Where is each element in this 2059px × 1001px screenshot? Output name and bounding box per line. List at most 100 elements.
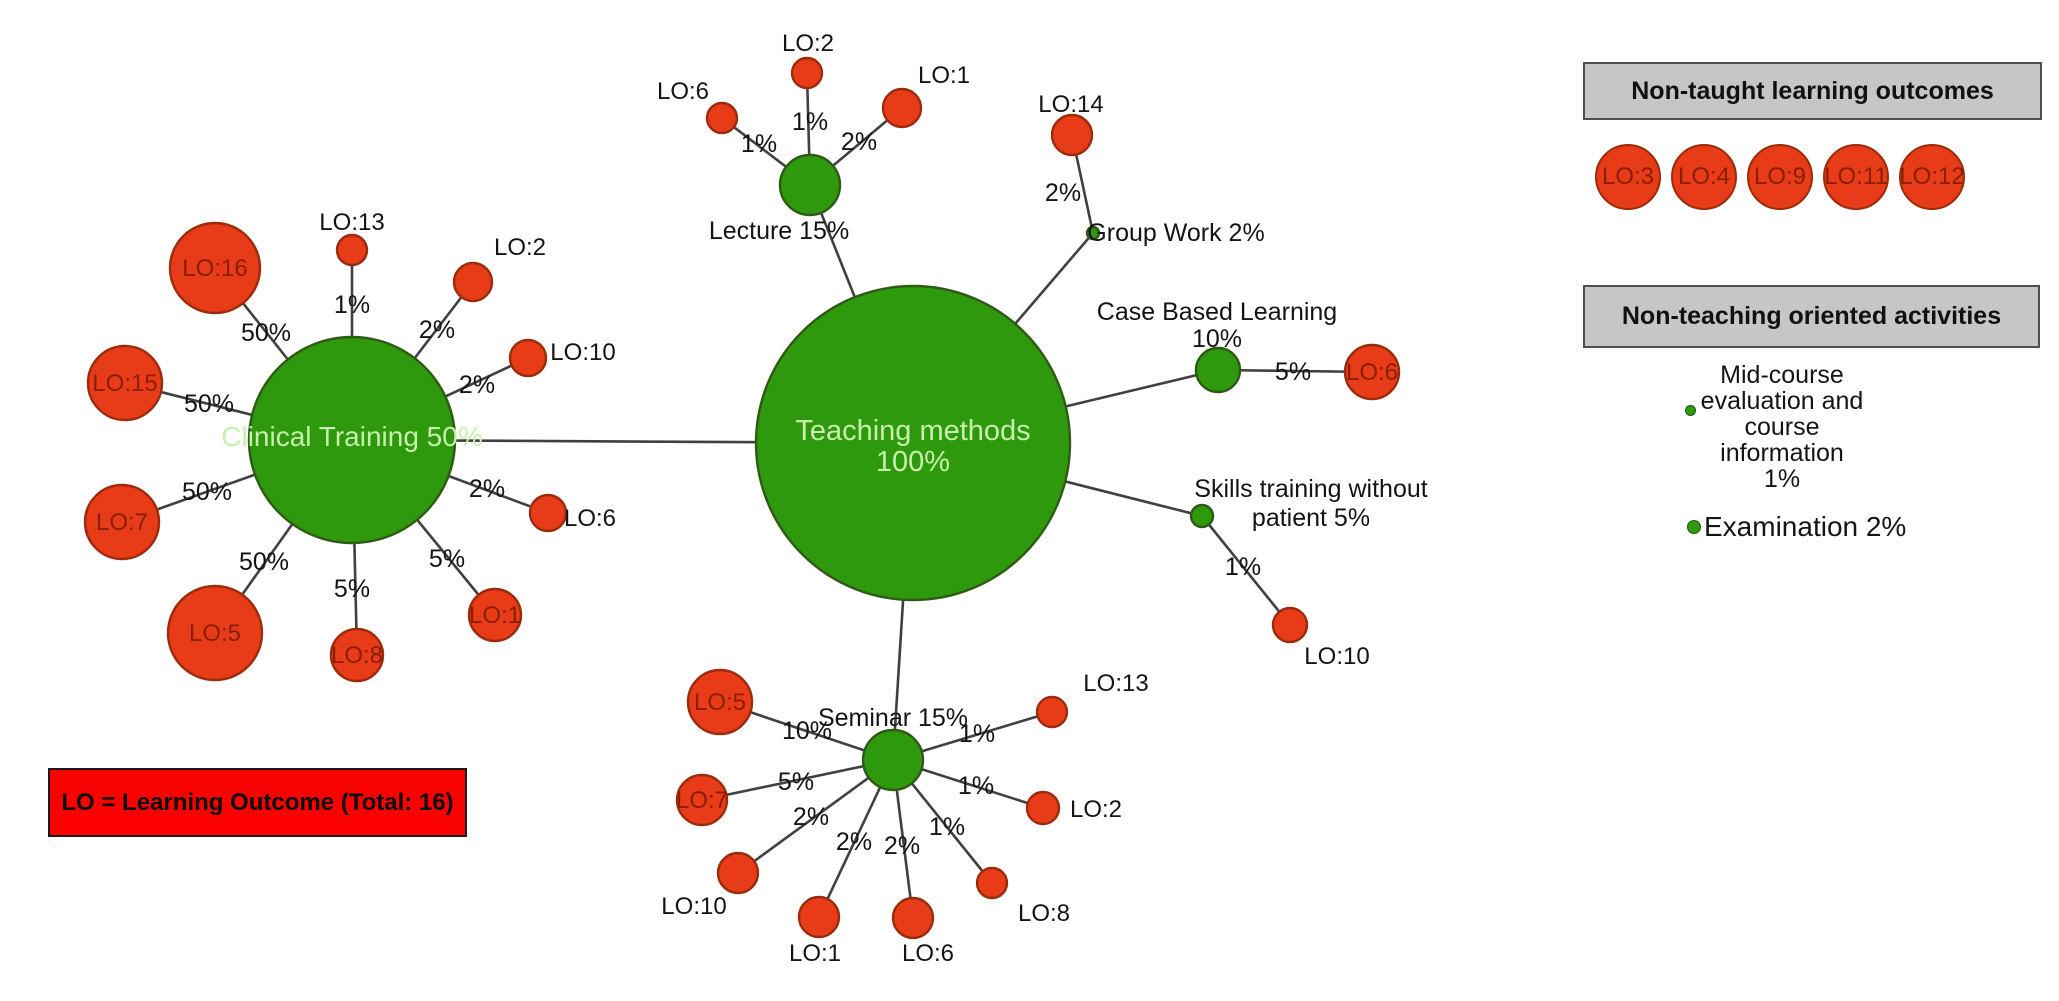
- label-teaching: Teaching methods 100%: [795, 415, 1030, 478]
- edge-label: 50%: [184, 390, 234, 418]
- label-sem-lo2: LO:2: [1070, 796, 1122, 823]
- edge-label: 50%: [241, 319, 291, 347]
- label-line: LO:8: [331, 642, 383, 669]
- node-lo14: [1050, 113, 1094, 157]
- label-cl-lo5: LO:5: [189, 620, 241, 647]
- node-cl-lo6: [528, 493, 568, 533]
- nodes-layer: [83, 56, 1401, 940]
- edge-label: 50%: [239, 548, 289, 576]
- non-taught-header: Non-taught learning outcomes: [1583, 62, 2042, 120]
- label-line: LO:6: [564, 505, 616, 532]
- label-line: LO:2: [782, 30, 834, 57]
- label-line: LO:1: [469, 602, 521, 629]
- label-line: LO:2: [494, 234, 546, 261]
- label-skills: Skills training without patient 5%: [1194, 475, 1427, 532]
- edge-label: 1%: [929, 813, 965, 841]
- node-sem-lo8: [975, 866, 1009, 900]
- label-lec-lo6: LO:6: [657, 78, 709, 105]
- edge-label: 1%: [958, 772, 994, 800]
- label-cl-lo10: LO:10: [550, 339, 615, 366]
- node-sem-lo2: [1025, 790, 1061, 826]
- midcourse-line: Mid-course: [1720, 361, 1844, 389]
- edge-label: 2%: [841, 128, 877, 156]
- midcourse-line: evaluation and: [1700, 387, 1864, 415]
- examination-label: Examination 2%: [1704, 511, 1907, 542]
- label-line: Seminar 15%: [818, 704, 968, 732]
- non-teaching-header: Non-teaching oriented activities: [1583, 285, 2040, 348]
- node-cl-lo16: [168, 221, 262, 315]
- node-cl-lo1: [467, 587, 523, 643]
- edge-label: 1%: [741, 130, 777, 158]
- label-line: LO:6: [902, 940, 954, 967]
- edge-label: 2%: [793, 803, 829, 831]
- label-cl-lo1: LO:1: [469, 602, 521, 629]
- node-sem-lo5: [686, 668, 754, 736]
- edge-label: 1%: [1225, 553, 1261, 581]
- node-seminar: [861, 728, 925, 792]
- label-line: LO:10: [550, 339, 615, 366]
- label-line: LO:13: [1083, 670, 1148, 697]
- edge-label: 1%: [792, 108, 828, 136]
- edge-label: 1%: [334, 291, 370, 319]
- edge-label: 2%: [884, 832, 920, 860]
- label-line: LO:10: [1304, 643, 1369, 670]
- edge-label: 5%: [778, 768, 814, 796]
- node-sk-lo10: [1271, 606, 1309, 644]
- label-cl-lo15: LO:15: [92, 370, 157, 397]
- label-lecture: Lecture 15%: [709, 217, 849, 245]
- label-cbl-lo6: LO:6: [1346, 359, 1398, 386]
- label-groupwork: Group Work 2%: [1087, 219, 1264, 247]
- label-sem-lo7: LO:7: [676, 787, 728, 814]
- node-sem-lo1: [797, 895, 841, 939]
- label-line: LO:13: [319, 209, 384, 236]
- label-clinical: Clinical Training 50%: [221, 421, 482, 452]
- node-sem-lo10: [716, 851, 760, 895]
- non-taught-lo-circle: LO:12: [1899, 144, 1965, 210]
- legend-box: LO = Learning Outcome (Total: 16): [48, 768, 467, 837]
- non-taught-lo-circle: LO:9: [1747, 144, 1813, 210]
- label-cbl: Case Based Learning 10%: [1097, 298, 1337, 353]
- node-lecture: [778, 153, 842, 217]
- label-seminar: Seminar 15%: [818, 704, 968, 732]
- node-cbl: [1194, 346, 1242, 394]
- label-line: Case Based Learning: [1097, 298, 1337, 326]
- legend-label: LO = Learning Outcome (Total: 16): [61, 788, 454, 816]
- edge-label: 10%: [782, 717, 832, 745]
- non-taught-header-label: Non-taught learning outcomes: [1631, 76, 1994, 105]
- node-cl-lo15: [86, 344, 164, 422]
- node-cbl-lo6: [1343, 343, 1401, 401]
- node-cl-lo7: [83, 483, 161, 561]
- label-sem-lo5: LO:5: [694, 689, 746, 716]
- node-clinical: [247, 335, 457, 545]
- label-cl-lo6: LO:6: [564, 505, 616, 532]
- edge-label: 50%: [182, 478, 232, 506]
- label-sem-lo1: LO:1: [789, 940, 841, 967]
- label-line: patient 5%: [1252, 504, 1370, 532]
- node-lec-lo2: [790, 56, 824, 90]
- label-line: LO:10: [661, 893, 726, 920]
- label-line: LO:16: [182, 255, 247, 282]
- node-lec-lo6: [705, 101, 739, 135]
- midcourse-dot: [1685, 405, 1696, 416]
- node-cl-lo8: [329, 627, 385, 683]
- node-groupwork: [1085, 225, 1101, 241]
- labels-layer: 2%5%1%1%1%2%50%1%2%2%50%50% 2%50%5%5%10%5…: [92, 30, 1427, 967]
- node-cl-lo2: [452, 261, 494, 303]
- edge-label: 1%: [959, 720, 995, 748]
- label-cl-lo13: LO:13: [319, 209, 384, 236]
- label-line: 100%: [876, 446, 950, 478]
- edge-seminar-sem-lo7: [701, 758, 894, 802]
- edge-label: 2%: [459, 371, 495, 399]
- node-skills: [1189, 503, 1215, 529]
- label-sem-lo13: LO:13: [1083, 670, 1148, 697]
- midcourse-line: 1%: [1763, 465, 1801, 493]
- node-cl-lo13: [335, 233, 369, 267]
- edge-label: 5%: [1275, 358, 1311, 386]
- node-sem-lo7: [675, 773, 729, 827]
- label-line: LO:1: [918, 62, 970, 89]
- label-line: LO:14: [1038, 91, 1103, 118]
- node-sem-lo6: [891, 896, 935, 940]
- midcourse-line: course information: [1720, 413, 1844, 467]
